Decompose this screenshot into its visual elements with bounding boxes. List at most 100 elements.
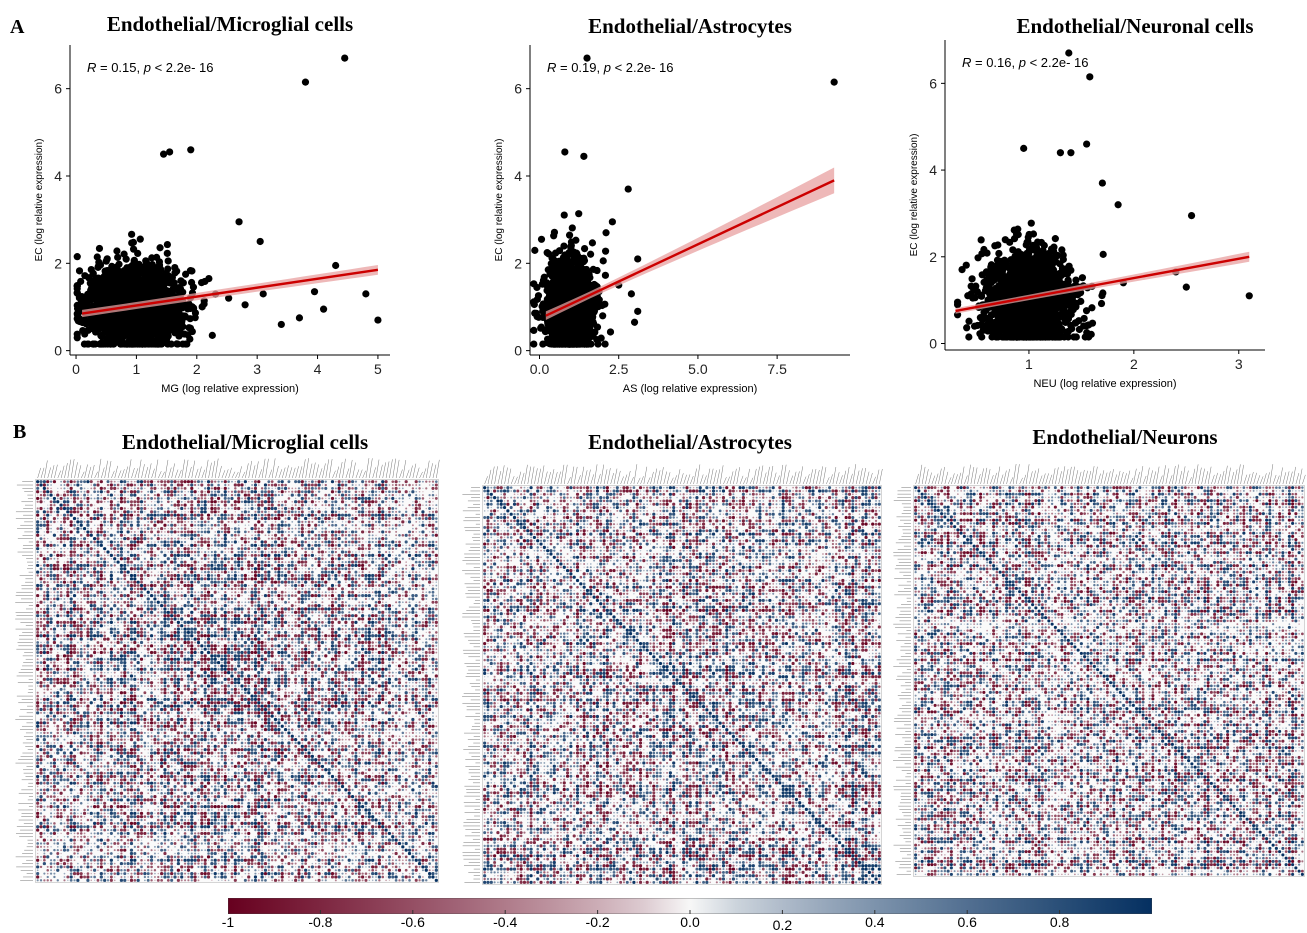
- regression-line: [546, 180, 834, 315]
- scatter-point: [137, 287, 144, 294]
- x-tick-label: 0: [72, 361, 80, 377]
- scatter-point: [566, 232, 573, 239]
- correlation-annotation: R = 0.16, p < 2.2e- 16: [962, 55, 1089, 70]
- y-tick-label: 0: [54, 343, 62, 359]
- scatter-point: [137, 236, 144, 243]
- scatter-point: [165, 257, 172, 264]
- scatter-point: [127, 340, 134, 347]
- scatter-point: [184, 331, 191, 338]
- y-axis-label: EC (log relative expression): [34, 139, 45, 262]
- scatter-point: [587, 340, 594, 347]
- scatter-point: [564, 252, 571, 259]
- scatter-point: [114, 315, 121, 322]
- scatter-point: [176, 313, 183, 320]
- point-cloud: [74, 231, 233, 348]
- x-axis-label: AS (log relative expression): [623, 383, 758, 395]
- scatter-point: [128, 231, 135, 238]
- scatter-point: [141, 332, 148, 339]
- scatter-point: [113, 325, 120, 332]
- scatter-point: [81, 330, 88, 337]
- scatter-point: [74, 305, 81, 312]
- outlier-point: [625, 185, 632, 192]
- scatter-point: [566, 317, 573, 324]
- scatter-point: [580, 284, 587, 291]
- y-tick-label: 0: [514, 343, 522, 359]
- scatter-point: [588, 333, 595, 340]
- scatter-point: [95, 263, 102, 270]
- outlier-point: [241, 301, 248, 308]
- scatter-point: [548, 254, 555, 261]
- scatter-point: [178, 304, 185, 311]
- scatter-point: [554, 323, 561, 330]
- annotation-r: R: [87, 60, 96, 75]
- scatter-point: [561, 211, 568, 218]
- scatter-point: [544, 339, 551, 346]
- annotation-p: p: [1018, 55, 1026, 70]
- scatter-point: [146, 286, 153, 293]
- scatter-point: [157, 337, 164, 344]
- y-axis-label: EC (log relative expression): [909, 134, 920, 257]
- scatter-point: [130, 239, 137, 246]
- annotation-p-value: < 2.2e- 16: [151, 60, 214, 75]
- scatter-point: [551, 229, 558, 236]
- scatter-point: [533, 284, 540, 291]
- scatter-point: [602, 272, 609, 279]
- scatter-point: [188, 279, 195, 286]
- scatter-title-microglia: Endothelial/Microglial cells: [60, 12, 400, 37]
- outlier-point: [634, 308, 641, 315]
- outlier-point: [311, 288, 318, 295]
- outlier-point: [628, 290, 635, 297]
- scatter-point: [100, 297, 107, 304]
- scatter-point: [595, 303, 602, 310]
- outlier-point: [260, 290, 267, 297]
- scatter-point: [138, 340, 145, 347]
- scatter-point: [153, 325, 160, 332]
- outlier-point: [341, 54, 348, 61]
- scatter-point: [561, 286, 568, 293]
- scatter-point: [123, 256, 130, 263]
- scatter-point: [531, 247, 538, 254]
- scatter-point: [97, 332, 104, 339]
- scatter-point: [587, 251, 594, 258]
- scatter-point: [173, 340, 180, 347]
- scatter-point: [114, 254, 121, 261]
- annotation-p: p: [143, 60, 151, 75]
- scatter-point: [544, 249, 551, 256]
- scatter-point: [78, 293, 85, 300]
- annotation-p-value: < 2.2e- 16: [611, 60, 674, 75]
- scatter-point: [74, 313, 81, 320]
- scatter-point: [561, 279, 568, 286]
- y-tick-label: 2: [929, 249, 937, 265]
- scatter-point: [553, 268, 560, 275]
- scatter-point: [96, 340, 103, 347]
- outlier-point: [332, 262, 339, 269]
- correlation-annotation: R = 0.19, p < 2.2e- 16: [547, 60, 674, 75]
- scatter-point: [90, 270, 97, 277]
- outlier-point: [831, 79, 838, 86]
- scatter-point: [108, 278, 115, 285]
- x-tick-label: 2.5: [609, 361, 629, 377]
- outlier-point: [631, 319, 638, 326]
- scatter-point: [568, 328, 575, 335]
- scatter-point: [101, 288, 108, 295]
- scatter-point: [530, 327, 537, 334]
- scatter-point: [607, 328, 614, 335]
- scatter-point: [568, 272, 575, 279]
- scatter-point: [593, 267, 600, 274]
- outlier-point: [374, 316, 381, 323]
- scatter-point: [531, 301, 538, 308]
- scatter-point: [74, 331, 81, 338]
- scatter-point: [198, 279, 205, 286]
- scatter-point: [167, 314, 174, 321]
- scatter-point: [530, 340, 537, 347]
- scatter-point: [600, 257, 607, 264]
- outlier-point: [235, 218, 242, 225]
- scatter-point: [589, 314, 596, 321]
- scatter-point: [158, 316, 165, 323]
- scatter-point: [560, 261, 567, 268]
- y-axis-label: EC (log relative expression): [494, 139, 505, 262]
- scatter-point: [156, 244, 163, 251]
- x-axis-label: NEU (log relative expression): [1033, 378, 1176, 390]
- scatter-point: [589, 239, 596, 246]
